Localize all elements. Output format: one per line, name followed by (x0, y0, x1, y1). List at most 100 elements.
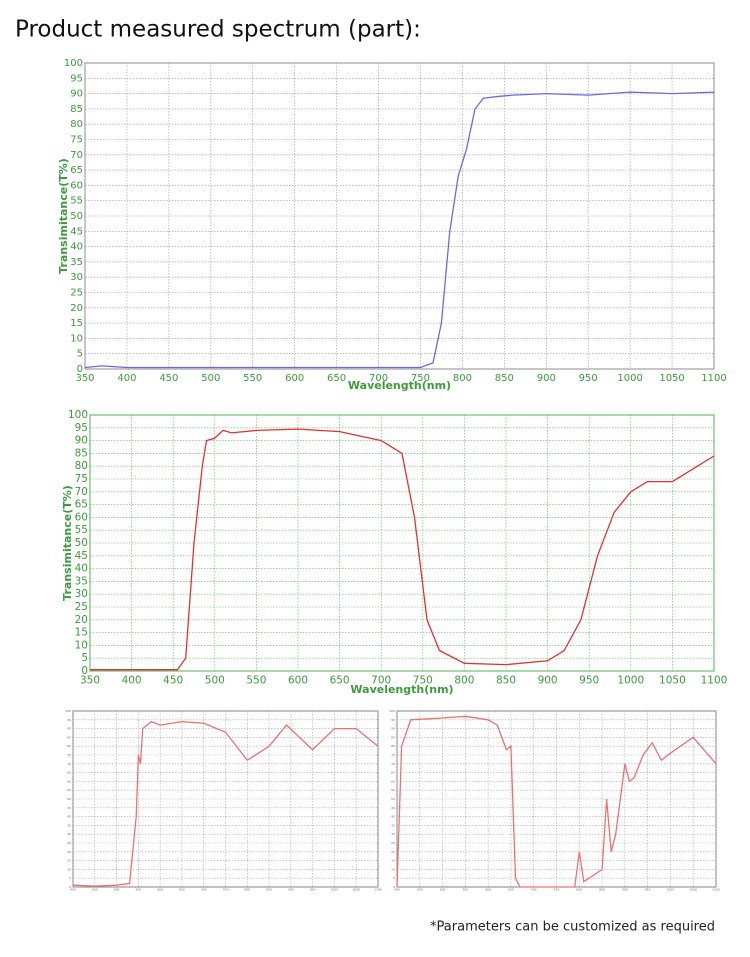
y-tick-label: 0 (77, 364, 83, 375)
y-tick-label: 30 (67, 832, 71, 836)
y-tick-label: 10 (67, 867, 71, 871)
y-tick-label: 95 (391, 718, 395, 722)
y-tick-label: 15 (391, 859, 395, 863)
x-tick-label: 1100 (701, 373, 726, 384)
y-tick-label: 50 (67, 797, 71, 801)
y-tick-label: 70 (75, 486, 88, 498)
x-tick-label: 900 (537, 373, 556, 384)
y-tick-label: 90 (391, 727, 395, 731)
y-tick-label: 100 (389, 709, 395, 713)
y-tick-label: 60 (75, 511, 88, 523)
y-tick-label: 25 (70, 288, 83, 299)
page-title: Product measured spectrum (part): (15, 17, 421, 43)
y-tick-label: 20 (70, 303, 83, 314)
x-tick-label: 450 (417, 888, 423, 892)
y-tick-label: 45 (391, 806, 395, 810)
y-tick-label: 20 (75, 614, 88, 626)
y-tick-label: 5 (81, 652, 88, 664)
y-tick-label: 70 (70, 150, 83, 161)
x-tick-label: 1000 (331, 888, 339, 892)
y-tick-label: 40 (391, 815, 395, 819)
spectrum-line (72, 720, 379, 887)
y-tick-label: 95 (75, 422, 88, 434)
x-tick-label: 900 (622, 888, 628, 892)
y-tick-label: 10 (391, 867, 395, 871)
y-tick-label: 55 (70, 196, 83, 207)
x-tick-label: 550 (462, 888, 468, 892)
y-tick-label: 35 (75, 575, 88, 587)
x-tick-label: 550 (243, 373, 262, 384)
y-tick-label: 80 (70, 119, 83, 130)
x-tick-label: 1050 (689, 888, 697, 892)
y-tick-label: 30 (70, 272, 83, 283)
y-tick-label: 55 (67, 788, 71, 792)
x-axis-title: Wavelength(nm) (350, 683, 453, 696)
y-tick-label: 15 (67, 859, 71, 863)
y-tick-label: 100 (68, 409, 88, 421)
x-tick-label: 950 (645, 888, 651, 892)
y-tick-label: 90 (67, 727, 71, 731)
x-tick-label: 800 (576, 888, 582, 892)
x-tick-label: 650 (330, 674, 350, 686)
x-tick-label: 500 (440, 888, 446, 892)
y-tick-label: 75 (70, 135, 83, 146)
y-tick-label: 0 (393, 885, 395, 889)
x-tick-label: 750 (411, 373, 430, 384)
x-tick-label: 400 (117, 373, 136, 384)
x-tick-label: 500 (201, 373, 220, 384)
y-tick-label: 15 (75, 627, 88, 639)
x-tick-label: 900 (288, 888, 294, 892)
y-tick-label: 30 (391, 832, 395, 836)
y-tick-label: 80 (391, 744, 395, 748)
x-tick-label: 1000 (617, 674, 644, 686)
x-tick-label: 850 (266, 888, 272, 892)
x-tick-label: 1000 (667, 888, 675, 892)
y-tick-label: 5 (77, 349, 83, 360)
x-tick-label: 350 (75, 373, 94, 384)
y-tick-label: 65 (75, 499, 88, 511)
footnote: *Parameters can be customized as require… (430, 920, 715, 935)
x-tick-label: 950 (579, 373, 598, 384)
y-tick-label: 20 (391, 850, 395, 854)
x-tick-label: 1050 (659, 373, 684, 384)
y-tick-label: 75 (67, 753, 71, 757)
y-tick-label: 25 (67, 841, 71, 845)
x-tick-label: 700 (369, 373, 388, 384)
x-tick-label: 400 (394, 888, 400, 892)
y-tick-label: 50 (70, 211, 83, 222)
y-axis-title: Transimitance(T%) (61, 485, 74, 601)
x-tick-label: 400 (122, 674, 142, 686)
x-tick-label: 750 (223, 888, 229, 892)
x-tick-label: 750 (554, 888, 560, 892)
y-tick-label: 75 (75, 473, 88, 485)
y-tick-label: 5 (393, 876, 395, 880)
y-tick-label: 45 (70, 226, 83, 237)
x-tick-label: 700 (371, 674, 391, 686)
y-tick-label: 55 (391, 788, 395, 792)
y-tick-label: 60 (70, 180, 83, 191)
y-tick-label: 30 (75, 588, 88, 600)
x-tick-label: 800 (454, 674, 474, 686)
x-tick-label: 700 (531, 888, 537, 892)
spectrum-line (396, 715, 717, 888)
y-tick-label: 55 (75, 524, 88, 536)
y-tick-label: 65 (67, 771, 71, 775)
x-tick-label: 450 (92, 888, 98, 892)
y-tick-label: 80 (67, 744, 71, 748)
y-tick-label: 85 (75, 447, 88, 459)
x-tick-label: 650 (179, 888, 185, 892)
x-tick-label: 550 (246, 674, 266, 686)
x-tick-label: 1050 (352, 888, 360, 892)
y-tick-label: 35 (70, 257, 83, 268)
y-tick-label: 0 (81, 665, 88, 677)
x-tick-label: 550 (135, 888, 141, 892)
x-tick-label: 1100 (701, 674, 728, 686)
y-tick-label: 50 (391, 797, 395, 801)
x-tick-label: 800 (453, 373, 472, 384)
y-tick-label: 85 (67, 735, 71, 739)
y-tick-label: 70 (391, 762, 395, 766)
spectrum-line (84, 91, 715, 369)
y-tick-label: 45 (67, 806, 71, 810)
